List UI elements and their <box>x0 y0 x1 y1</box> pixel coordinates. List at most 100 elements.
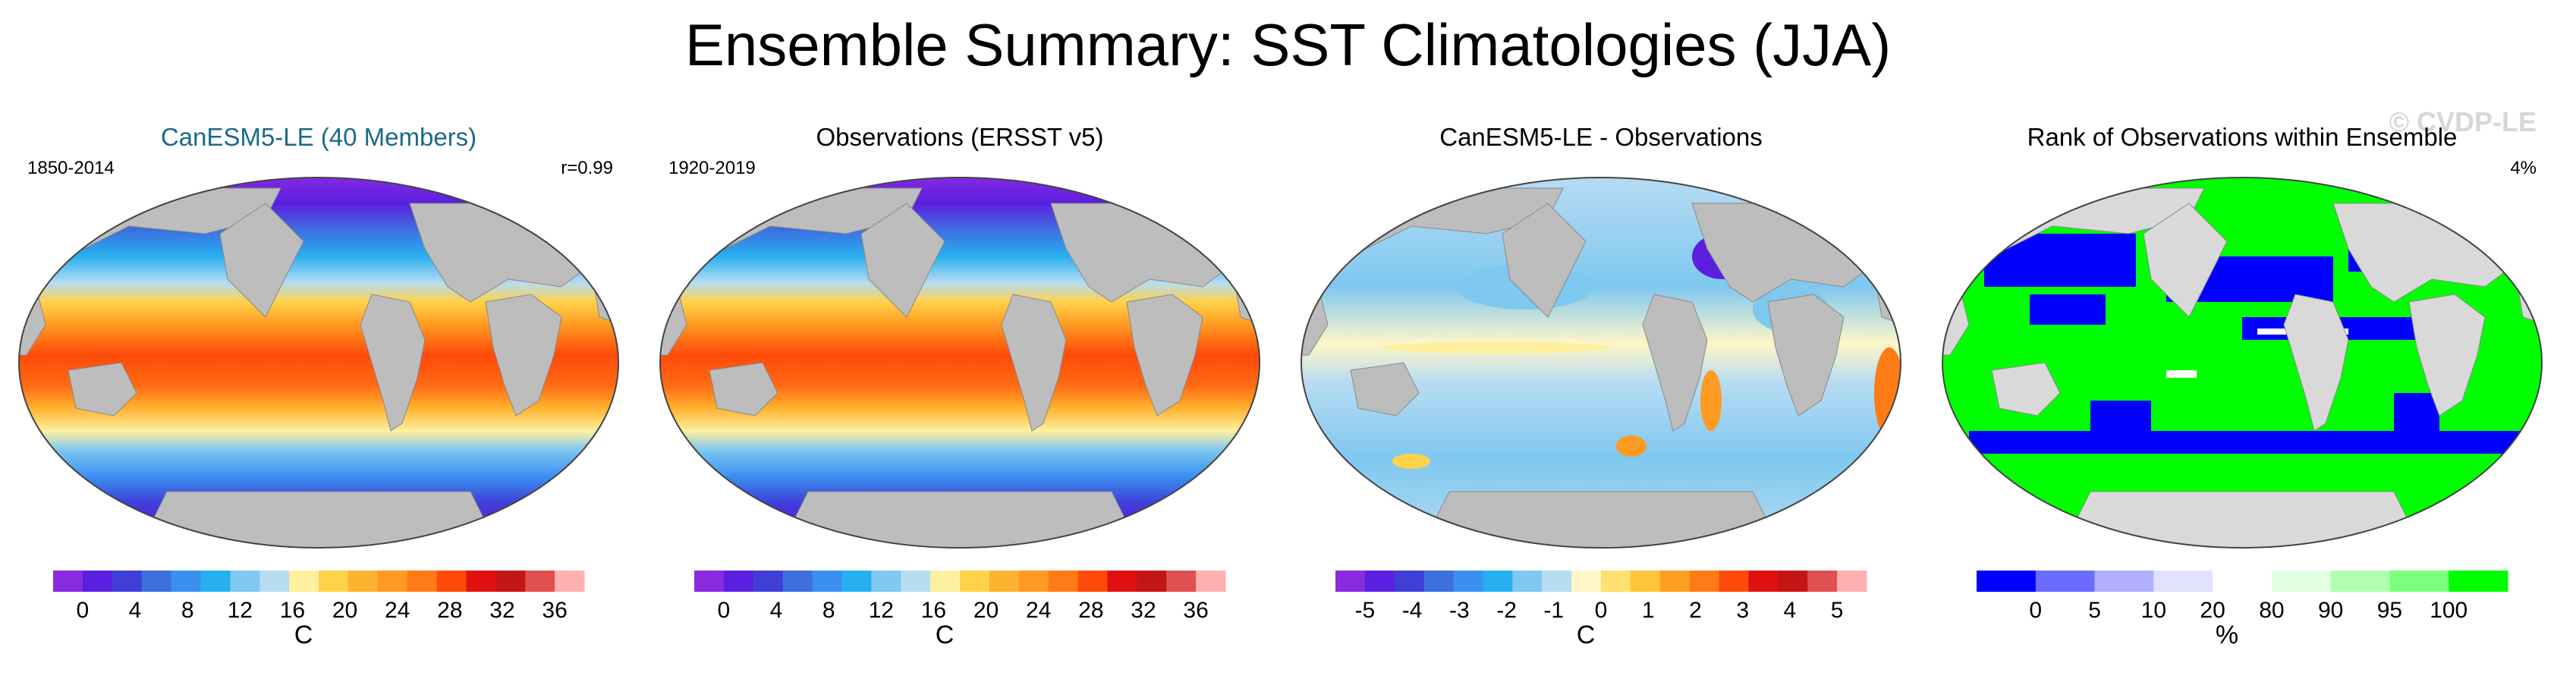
colorbar-tick-label: 5 <box>1831 598 1844 623</box>
panel-title: CanESM5-LE (40 Members) <box>160 123 477 151</box>
colorbar-tick-label: 24 <box>385 598 410 623</box>
colorbar-swatch <box>2330 571 2390 592</box>
panel-title: Rank of Observations within Ensemble <box>2027 123 2458 151</box>
map-outline <box>659 177 1260 549</box>
colorbar-swatch <box>466 571 496 592</box>
colorbar-tick-label: 5 <box>2088 598 2101 623</box>
colorbar-swatch <box>289 571 319 592</box>
map-outline <box>1301 177 1901 549</box>
colorbar-tick-label: 36 <box>1183 598 1208 623</box>
colorbar-tick-label: 100 <box>2430 598 2467 623</box>
period-label: 1920-2019 <box>668 158 756 178</box>
colorbar-swatch <box>782 571 813 592</box>
colorbar-swatch <box>2035 571 2096 592</box>
difference-map <box>1301 177 1901 549</box>
colorbar-swatch <box>1196 571 1226 592</box>
colorbar-tick-label: 16 <box>280 598 305 623</box>
colorbar-swatch <box>525 571 555 592</box>
watermark: © CVDP-LE <box>2389 106 2537 137</box>
colorbar-tick-label: 32 <box>1131 598 1156 623</box>
figure-title: Ensemble Summary: SST Climatologies (JJA… <box>684 11 1892 78</box>
pattern-correlation: r=0.99 <box>561 158 613 178</box>
colorbar: 0 4 8 12 16 20 24 28 32 36 C <box>694 571 1226 649</box>
panel-title: Observations (ERSST v5) <box>816 123 1104 151</box>
colorbar-tick-label: -5 <box>1355 598 1376 623</box>
colorbar-tick-label: -4 <box>1402 598 1423 623</box>
colorbar-swatch <box>555 571 585 592</box>
panel-title: CanESM5-LE - Observations <box>1439 123 1763 151</box>
colorbar-swatch <box>1137 571 1167 592</box>
colorbar-unit: % <box>2216 621 2238 649</box>
colorbar-tick-label: 0 <box>77 598 90 623</box>
colorbar-swatch <box>812 571 842 592</box>
colorbar-unit: C <box>936 621 955 649</box>
colorbar-swatch <box>1748 571 1779 592</box>
colorbar-swatch <box>2213 571 2272 592</box>
colorbar-tick-label: 10 <box>2141 598 2166 623</box>
colorbar: -5 -4 -3 -2 -1 0 1 2 3 4 5 C <box>1335 571 1867 649</box>
colorbar-swatch <box>112 571 143 592</box>
colorbar-swatch <box>1601 571 1631 592</box>
colorbar-swatch <box>694 571 725 592</box>
colorbar-tick-label: 20 <box>2200 598 2225 623</box>
colorbar-swatch <box>871 571 901 592</box>
colorbar-tick-label: 0 <box>1595 598 1608 623</box>
colorbar-swatch <box>259 571 290 592</box>
colorbar-swatch <box>2271 571 2332 592</box>
colorbar-tick-label: 0 <box>2029 598 2042 623</box>
colorbar-tick-label: 4 <box>1784 598 1797 623</box>
panel-rank: Rank of Observations within Ensemble 4% <box>1939 114 2546 660</box>
colorbar-swatch <box>1512 571 1543 592</box>
colorbar-swatch <box>141 571 172 592</box>
colorbar-tick-label: 12 <box>869 598 894 623</box>
colorbar-swatch <box>1335 571 1366 592</box>
colorbar-swatch <box>1778 571 1808 592</box>
colorbar-swatch <box>841 571 872 592</box>
colorbar-tick-label: 4 <box>770 598 783 623</box>
colorbar-swatch <box>1018 571 1049 592</box>
colorbar-swatch <box>1689 571 1720 592</box>
colorbar-swatch <box>753 571 784 592</box>
colorbar-swatch <box>53 571 83 592</box>
colorbar-swatch <box>2153 571 2213 592</box>
colorbar-tick-label: 2 <box>1689 598 1702 623</box>
colorbar-tick-label: 1 <box>1642 598 1655 623</box>
colorbar-swatch <box>1048 571 1079 592</box>
colorbar-swatch <box>1659 571 1691 592</box>
colorbar-tick-label: 36 <box>542 598 567 623</box>
map-outline <box>1942 177 2543 549</box>
colorbar-swatch <box>82 571 113 592</box>
colorbar-swatch <box>200 571 231 592</box>
colorbar-swatch <box>436 571 467 592</box>
colorbar-tick-label: 16 <box>921 598 946 623</box>
colorbar-tick-label: 20 <box>973 598 999 623</box>
sst-map <box>659 177 1260 549</box>
rank-percent-label: 4% <box>2510 158 2537 178</box>
colorbar: 0 5 10 20 80 90 95 100% <box>1977 571 2508 649</box>
colorbar-swatch <box>348 571 379 592</box>
colorbar-swatch <box>960 571 990 592</box>
colorbar-swatch <box>1077 571 1108 592</box>
panel-obs-climatology: Observations (ERSST v5) 1920-2019 0 4 8 12 1… <box>656 114 1263 660</box>
colorbar-swatch <box>495 571 526 592</box>
period-label: 1850-2014 <box>27 158 115 178</box>
colorbar-unit: C <box>1577 621 1596 649</box>
colorbar-tick-label: 4 <box>129 598 142 623</box>
colorbar-swatch <box>2449 571 2508 592</box>
colorbar-tick-label: -1 <box>1543 598 1564 623</box>
colorbar-swatch <box>901 571 931 592</box>
colorbar-swatch <box>377 571 408 592</box>
colorbar-tick-label: 95 <box>2377 598 2402 623</box>
colorbar-tick-label: -2 <box>1496 598 1517 623</box>
colorbar-tick-label: 28 <box>1078 598 1103 623</box>
colorbar-swatch <box>1166 571 1197 592</box>
panel-difference: CanESM5-LE - Observations <box>1297 114 1904 660</box>
colorbar-tick-label: 8 <box>181 598 194 623</box>
colorbar-tick-label: 12 <box>228 598 253 623</box>
colorbar-swatch <box>1571 571 1602 592</box>
colorbar-swatch <box>1630 571 1661 592</box>
colorbar-tick-label: 32 <box>489 598 514 623</box>
colorbar-tick-label: 28 <box>437 598 462 623</box>
colorbar-swatch <box>1423 571 1455 592</box>
colorbar-swatch <box>1807 571 1838 592</box>
